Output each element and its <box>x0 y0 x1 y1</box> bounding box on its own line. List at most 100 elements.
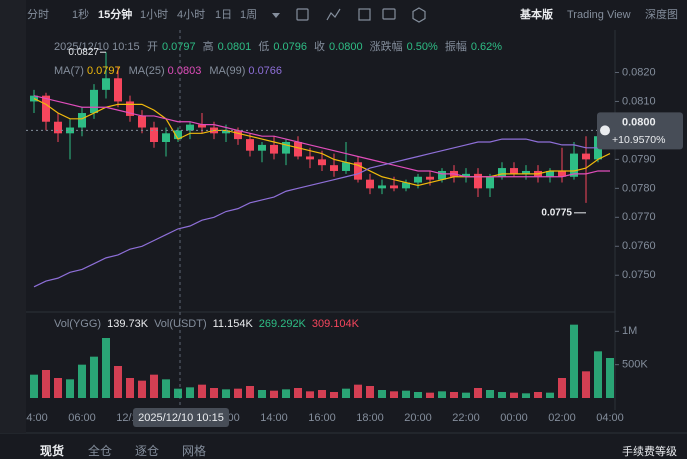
volume-bar <box>474 388 482 398</box>
view-tab[interactable]: Trading View <box>567 9 631 21</box>
volume-bar <box>462 392 470 398</box>
candle-body <box>102 78 110 90</box>
volume-bar <box>42 370 50 398</box>
ma-legend-value: 0.0803 <box>168 65 202 77</box>
candle-body <box>426 176 434 180</box>
candle-body <box>246 139 254 151</box>
interval-tab[interactable]: 15分钟 <box>98 7 132 21</box>
interval-tab[interactable]: 1小时 <box>140 8 168 21</box>
y-tick-label: 0.0790 <box>622 153 656 165</box>
ma-legend-value: 0.0797 <box>87 65 121 77</box>
vol-legend: 11.154K <box>213 318 254 330</box>
volume-bar <box>90 356 98 398</box>
candle-body <box>582 153 590 160</box>
toolbar-icons <box>296 7 426 23</box>
candle-body <box>486 176 494 189</box>
volume-bar <box>210 388 218 398</box>
info-time: 2025/12/10 10:15 <box>54 41 140 53</box>
candle-body <box>366 179 374 189</box>
vol-legend: Vol(USDT) <box>154 318 207 330</box>
low-label: 0.0775 <box>541 207 572 218</box>
volume-bar <box>306 391 314 398</box>
interval-tab[interactable]: 1日 <box>215 9 232 21</box>
candle-body <box>174 130 182 140</box>
volume-bar <box>198 384 206 398</box>
volume-bar <box>486 390 494 398</box>
candle-body <box>294 142 302 157</box>
volume-bar <box>402 390 410 398</box>
x-tick-label: 04:00 <box>20 412 48 424</box>
ma-legend-name: MA(25) <box>129 65 165 77</box>
order-tab[interactable]: 全仓 <box>88 443 112 458</box>
candle-body <box>90 89 98 114</box>
info-label: 收 <box>314 39 325 53</box>
last-change: +10.9570% <box>612 134 665 146</box>
last-price-tag <box>597 112 683 150</box>
candle-body <box>402 182 410 189</box>
add-order-icon[interactable] <box>600 125 610 136</box>
volume-bar <box>558 378 566 398</box>
volume-bar <box>282 389 290 398</box>
volume-bar <box>78 364 86 398</box>
order-tab[interactable]: 现货 <box>40 443 64 458</box>
candle-body <box>234 130 242 140</box>
interval-tab[interactable]: 1秒 <box>72 7 89 21</box>
view-tab[interactable]: 深度图 <box>645 7 678 21</box>
cursor-label: 2025/12/10 10:15 <box>138 412 224 424</box>
volume-bar <box>186 387 194 398</box>
candle-body <box>438 170 446 180</box>
volume-bar <box>126 378 134 398</box>
y-tick-label: 0.0820 <box>622 66 656 78</box>
volume-bar <box>522 393 530 398</box>
y-tick-label: 0.0810 <box>622 95 656 107</box>
interval-tab[interactable]: 分时 <box>27 8 49 21</box>
volume-bar <box>54 378 62 398</box>
volume-bar <box>66 379 74 398</box>
volume-bar <box>438 391 446 398</box>
fee-level[interactable]: 手续费等级 <box>622 444 677 458</box>
x-tick-label: 16:00 <box>308 412 336 424</box>
candle-body <box>354 162 362 180</box>
volume-bar <box>342 388 350 398</box>
info-value: 0.0796 <box>273 41 307 53</box>
x-tick-label: 06:00 <box>68 412 96 424</box>
ma-line <box>33 138 610 288</box>
candle-body <box>150 127 158 142</box>
candle-body <box>222 130 230 134</box>
candle-body <box>474 173 482 189</box>
volume-bar <box>594 351 602 398</box>
ma-legend-value: 0.0766 <box>248 65 282 77</box>
candle-body <box>42 95 50 122</box>
volume-bar <box>222 389 230 398</box>
last-price: 0.0800 <box>622 116 656 128</box>
volume-bar <box>246 386 254 398</box>
vol-legend: 269.292K <box>259 318 307 330</box>
candle-body <box>318 159 326 166</box>
candle-body <box>498 168 506 177</box>
ma-line <box>33 95 610 178</box>
volume-bar <box>330 392 338 398</box>
candle-body <box>342 162 350 171</box>
vol-tick-label: 500K <box>622 359 648 371</box>
ma-legend-name: MA(7) <box>54 65 84 77</box>
x-tick-label: 02:00 <box>548 412 576 424</box>
volume-bar <box>114 366 122 398</box>
order-tab[interactable]: 逐仓 <box>135 444 159 458</box>
interval-tab[interactable]: 1周 <box>240 8 257 21</box>
order-tab[interactable]: 网格 <box>182 443 206 458</box>
interval-tab[interactable]: 4小时 <box>177 8 205 21</box>
interval-dropdown[interactable] <box>272 13 280 18</box>
info-value: 0.62% <box>471 41 502 53</box>
volume-bar <box>510 392 518 398</box>
x-tick-label: 20:00 <box>404 412 432 424</box>
candle-body <box>570 153 578 177</box>
candle-body <box>258 144 266 151</box>
info-label: 涨跌幅 <box>370 39 403 53</box>
vol-legend: Vol(YGG) <box>54 318 101 330</box>
candle-body <box>282 142 290 154</box>
y-tick-label: 0.0760 <box>622 240 656 252</box>
view-tab[interactable]: 基本版 <box>519 7 553 21</box>
candle-body <box>330 165 338 171</box>
volume-bar <box>30 374 38 398</box>
